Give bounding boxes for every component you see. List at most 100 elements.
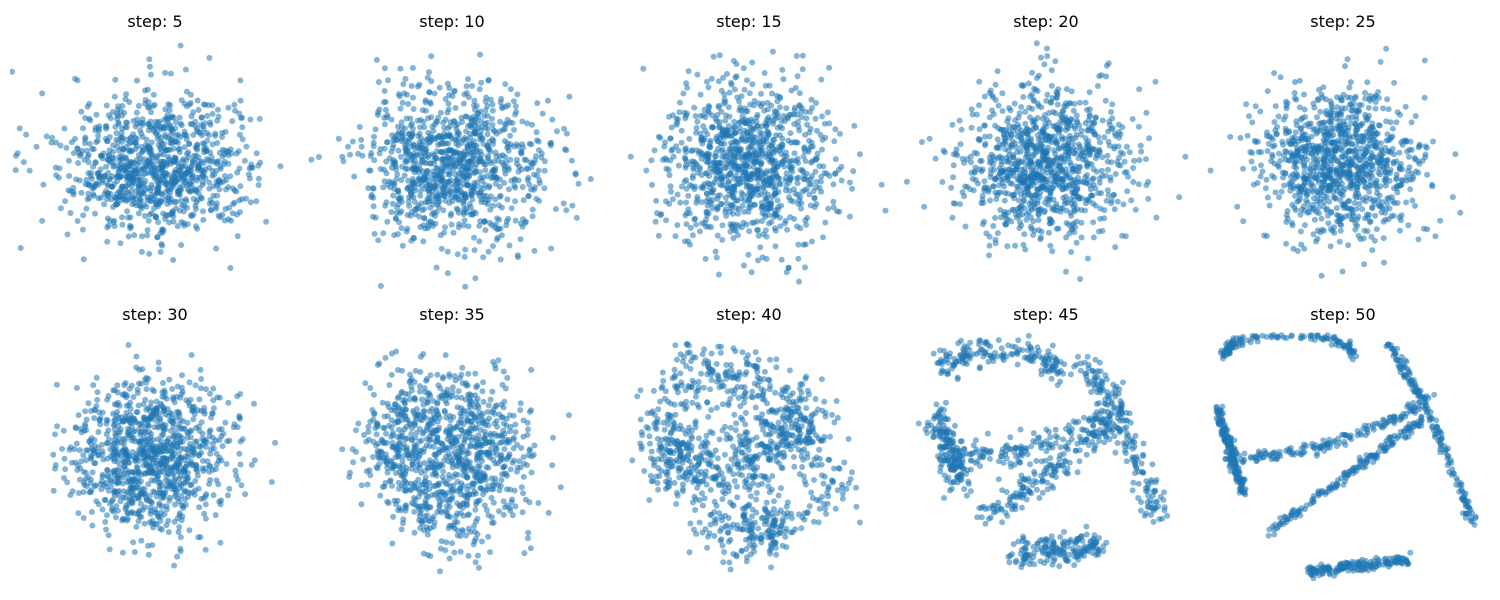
scatter-point <box>754 218 761 225</box>
scatter-point <box>1293 96 1300 103</box>
scatter-point <box>759 100 766 107</box>
scatter-point <box>178 197 185 204</box>
scatter-point <box>674 191 681 198</box>
scatter-point <box>227 173 234 180</box>
scatter-point <box>1048 67 1055 74</box>
scatter-point <box>1078 127 1085 134</box>
scatter-point <box>463 168 470 175</box>
scatter-point <box>1105 192 1112 199</box>
scatter-point <box>1066 181 1072 188</box>
scatter-point <box>714 196 721 202</box>
scatter-point <box>417 124 424 131</box>
scatter-point <box>780 76 787 83</box>
scatter-point <box>708 224 715 231</box>
scatter-point <box>714 112 721 118</box>
scatter-point <box>169 182 176 188</box>
scatter-point <box>788 111 795 118</box>
scatter-point <box>1102 97 1109 104</box>
scatter-point <box>1103 73 1110 80</box>
scatter-point <box>705 210 712 217</box>
scatter-point <box>974 180 981 187</box>
scatter-point <box>1361 179 1368 186</box>
scatter-point <box>405 101 412 107</box>
scatter-point <box>1408 146 1415 153</box>
scatter-point <box>769 194 776 200</box>
scatter-point <box>444 80 451 87</box>
scatter-point <box>92 181 99 187</box>
scatter-point <box>445 125 452 132</box>
scatter-point <box>462 113 469 120</box>
scatter-point <box>749 81 756 88</box>
scatter-point <box>1398 181 1405 188</box>
scatter-point <box>157 138 164 145</box>
scatter-point <box>417 192 424 199</box>
scatter-point <box>748 143 755 150</box>
scatter-point <box>1331 229 1338 236</box>
scatter-point <box>1030 153 1037 160</box>
scatter-point <box>92 159 99 166</box>
scatter-point <box>791 121 798 127</box>
scatter-point <box>787 176 794 183</box>
scatter-point <box>1152 78 1159 85</box>
scatter-point <box>509 120 516 126</box>
scatter-point <box>1346 84 1353 91</box>
scatter-point <box>402 75 409 82</box>
scatter-point <box>433 264 440 271</box>
scatter-point <box>134 77 140 84</box>
scatter-point <box>84 103 91 110</box>
scatter-point <box>667 183 674 190</box>
scatter-point <box>694 196 701 203</box>
scatter-point <box>112 76 119 83</box>
scatter-point <box>1120 201 1127 208</box>
scatter-point <box>431 121 438 128</box>
scatter-point <box>452 105 459 111</box>
scatter-point <box>668 124 675 131</box>
scatter-point <box>755 227 761 233</box>
scatter-point <box>675 162 682 169</box>
scatter-point <box>846 179 853 186</box>
scatter-point <box>757 160 764 167</box>
scatter-point <box>1437 217 1444 224</box>
scatter-point <box>168 136 175 143</box>
scatter-point <box>416 81 423 88</box>
scatter-point <box>198 195 205 202</box>
scatter-point <box>1084 106 1090 113</box>
scatter-point <box>507 132 514 139</box>
scatter-point <box>426 89 433 96</box>
scatter-point <box>799 52 806 59</box>
scatter-point <box>995 102 1002 109</box>
subplot-title: step: 20 <box>1013 12 1079 31</box>
scatter-point <box>190 132 197 138</box>
scatter-point <box>1295 197 1302 204</box>
scatter-point <box>1063 207 1070 214</box>
scatter-point <box>475 114 482 121</box>
scatter-point <box>1010 154 1017 161</box>
scatter-point <box>801 145 808 152</box>
scatter-point <box>811 194 818 201</box>
scatter-point <box>485 248 492 255</box>
subplot-step-15: step: 15 <box>604 0 894 290</box>
scatter-point <box>131 165 138 172</box>
scatter-point <box>429 220 436 227</box>
scatter-point <box>390 192 397 199</box>
scatter-point <box>376 106 383 113</box>
scatter-point <box>1286 157 1293 163</box>
scatter-point <box>769 48 776 55</box>
scatter-point <box>447 212 454 219</box>
scatter-point <box>129 159 136 166</box>
scatter-point <box>57 142 64 149</box>
scatter-point <box>372 126 379 133</box>
scatter-point <box>1096 228 1102 235</box>
scatter-point <box>1449 194 1456 200</box>
scatter-point <box>798 205 805 212</box>
scatter-point <box>994 144 1001 151</box>
scatter-point <box>1249 150 1256 156</box>
scatter-point <box>1327 243 1334 250</box>
scatter-plot <box>1207 45 1464 279</box>
scatter-point <box>992 81 999 88</box>
scatter-point <box>1367 155 1374 162</box>
scatter-point <box>1078 132 1085 138</box>
scatter-point <box>681 178 688 185</box>
scatter-point <box>108 196 115 203</box>
scatter-point <box>512 103 519 110</box>
